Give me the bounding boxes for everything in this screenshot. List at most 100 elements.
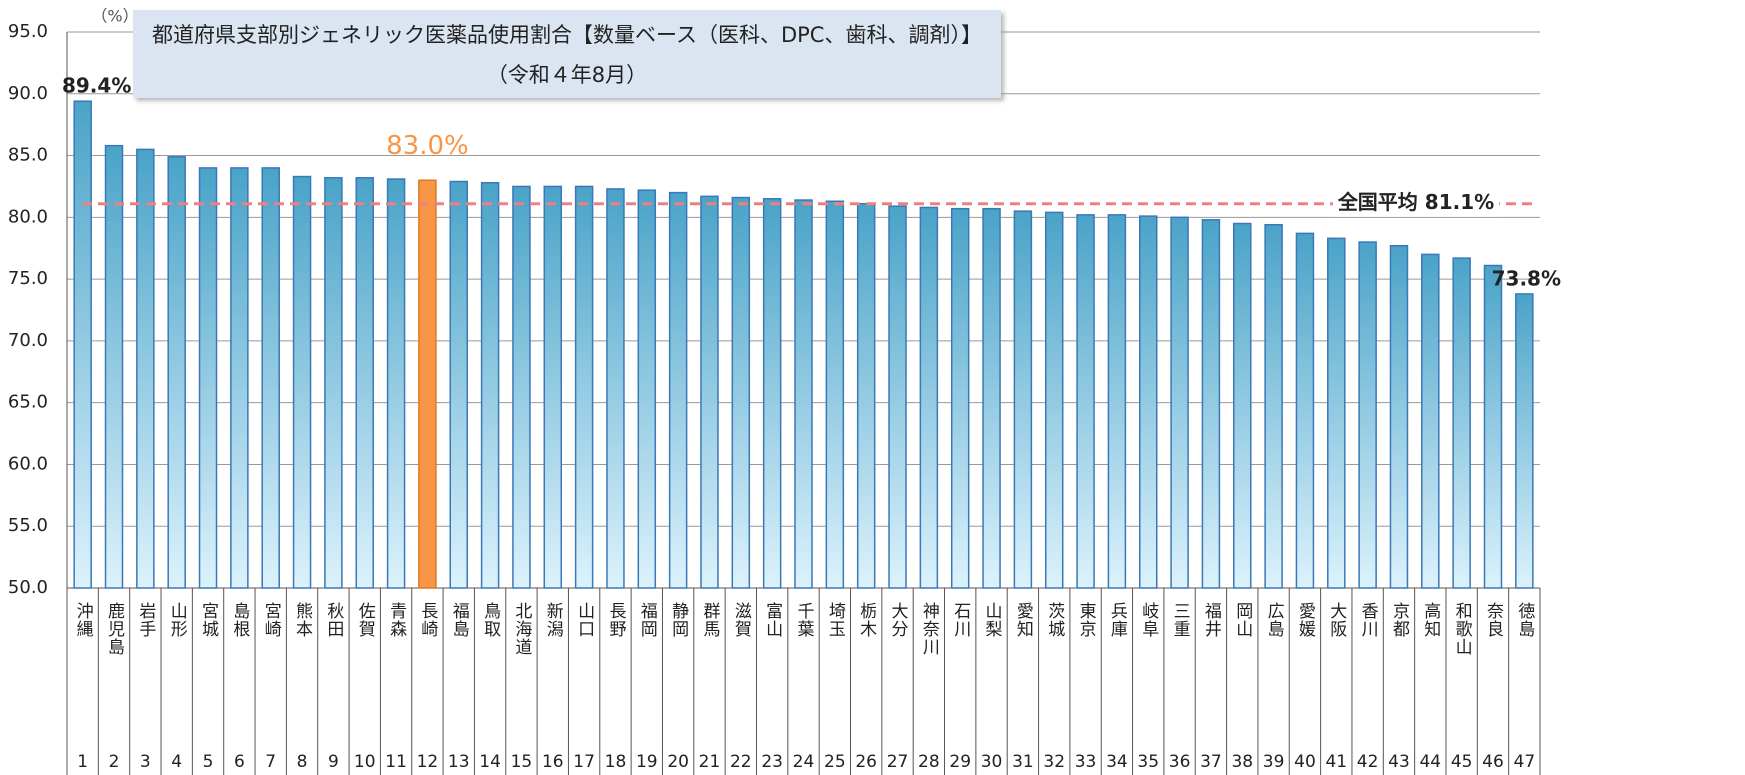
bar (73, 100, 92, 589)
x-tick-label: 徳島 (1514, 602, 1535, 638)
rank-label: 10 (354, 752, 376, 772)
rank-label: 11 (385, 752, 407, 772)
bar (1389, 245, 1409, 589)
average-label: 全国平均 81.1% (1337, 190, 1494, 214)
rank-label: 7 (265, 752, 276, 772)
rank-label: 17 (573, 752, 595, 772)
bar (1013, 210, 1033, 589)
bar (198, 167, 218, 589)
x-tick-label: 山口 (574, 602, 594, 638)
bar (1138, 215, 1158, 589)
rank-label: 41 (1325, 752, 1347, 772)
x-tick-label: 岐阜 (1138, 602, 1159, 638)
rank-label: 5 (203, 752, 214, 772)
bar (856, 202, 876, 589)
data-label: 83.0% (386, 131, 469, 161)
bar (1233, 222, 1252, 589)
x-tick-label: 熊本 (292, 602, 313, 638)
rank-label: 44 (1419, 752, 1441, 772)
bar (1107, 214, 1127, 589)
x-tick-label: 石川 (950, 602, 971, 638)
bar (982, 207, 1001, 589)
x-tick-label: 山形 (167, 602, 188, 638)
x-tick-label: 愛知 (1013, 602, 1034, 638)
bar (261, 167, 280, 589)
rank-label: 29 (949, 752, 971, 772)
bar (1358, 241, 1377, 589)
rank-label: 30 (981, 752, 1003, 772)
x-tick-label: 京都 (1389, 602, 1410, 638)
bar (668, 191, 688, 589)
bar (700, 195, 719, 589)
x-tick-label: 長野 (605, 602, 626, 638)
bar (950, 207, 970, 589)
x-tick-label: 千葉 (794, 602, 815, 638)
x-tick-label: 滋賀 (731, 602, 752, 638)
x-tick-label: 鹿児島 (104, 602, 125, 656)
rank-label: 38 (1231, 752, 1253, 772)
y-tick-label: 55.0 (8, 515, 48, 536)
rank-label: 12 (417, 752, 439, 772)
y-tick-label: 50.0 (8, 577, 48, 598)
x-tick-label: 宮城 (198, 602, 219, 638)
y-tick-label: 90.0 (8, 83, 48, 104)
rank-label: 8 (297, 752, 308, 772)
x-tick-label: 宮崎 (261, 602, 281, 638)
rank-label: 46 (1482, 752, 1504, 772)
bar (136, 148, 155, 589)
x-tick-label: 長崎 (417, 602, 438, 638)
rank-label: 25 (824, 752, 846, 772)
x-tick-label: 岩手 (135, 602, 156, 638)
bar (386, 178, 406, 589)
x-tick-label: 香川 (1358, 602, 1379, 638)
bar (1515, 293, 1534, 589)
chart-subtitle: （令和４年8月） (487, 63, 647, 87)
bar (1170, 216, 1189, 589)
rank-label: 3 (140, 752, 151, 772)
rank-label: 37 (1200, 752, 1222, 772)
rank-label: 22 (730, 752, 752, 772)
x-tick-label: 福井 (1201, 602, 1222, 638)
x-tick-label: 北海道 (511, 602, 532, 656)
x-tick-label: 島根 (229, 602, 250, 638)
x-tick-label: 奈良 (1483, 602, 1504, 638)
chart-title: 都道府県支部別ジェネリック医薬品使用割合【数量ベース（医科、DPC、歯科、調剤）… (152, 23, 982, 47)
rank-label: 28 (918, 752, 940, 772)
average-label-bg (1333, 190, 1499, 217)
bar (919, 206, 939, 589)
bar (825, 200, 845, 589)
rank-label: 26 (855, 752, 877, 772)
bar (104, 144, 124, 589)
x-tick-label: 岡山 (1232, 602, 1252, 638)
x-tick-label: 沖縄 (73, 602, 94, 638)
rank-label: 13 (448, 752, 470, 772)
x-tick-label: 福岡 (637, 602, 658, 638)
y-tick-label: 75.0 (8, 268, 48, 289)
rank-label: 20 (667, 752, 689, 772)
bar (167, 156, 186, 589)
x-tick-label: 愛媛 (1295, 602, 1316, 638)
rank-label: 43 (1388, 752, 1410, 772)
y-tick-label: 65.0 (8, 392, 48, 413)
x-tick-label: 兵庫 (1107, 602, 1128, 638)
rank-label: 45 (1451, 752, 1473, 772)
bar (1327, 237, 1346, 589)
bar (762, 198, 782, 589)
rank-label: 42 (1357, 752, 1379, 772)
x-tick-label: 三重 (1170, 602, 1191, 638)
bar (324, 177, 343, 589)
x-tick-label: 鳥取 (480, 602, 501, 638)
data-label: 73.8% (1492, 266, 1561, 290)
bar (1421, 253, 1440, 589)
bar (606, 188, 625, 589)
bar (888, 205, 907, 589)
x-tick-label: 秋田 (323, 602, 344, 638)
bar (543, 185, 563, 589)
bar (292, 175, 312, 589)
rank-label: 31 (1012, 752, 1034, 772)
y-tick-label: 85.0 (8, 145, 48, 166)
bar (480, 181, 500, 589)
bar (1295, 232, 1315, 589)
y-tick-label: 70.0 (8, 330, 48, 351)
